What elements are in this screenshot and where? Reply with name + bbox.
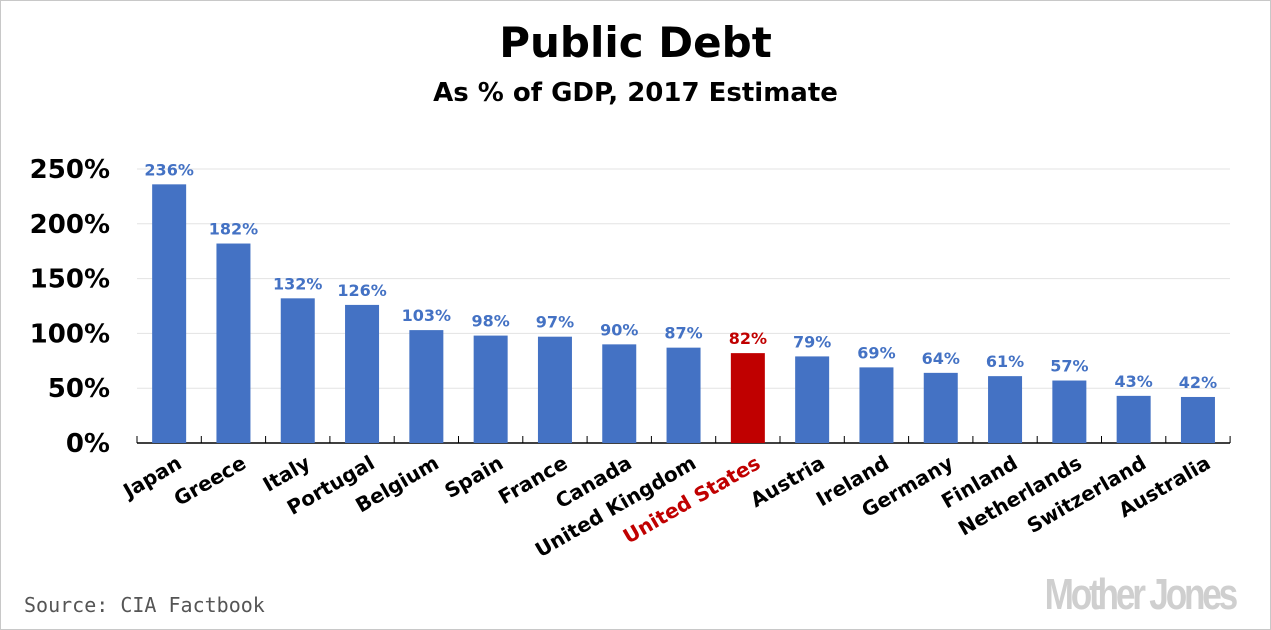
bar-germany: [923, 372, 958, 443]
data-label: 79%: [793, 332, 831, 351]
bar-belgium: [409, 330, 444, 443]
data-label: 90%: [600, 320, 638, 339]
bar-italy: [280, 298, 315, 443]
y-tick-label: 50%: [48, 374, 110, 404]
bar-canada: [602, 344, 637, 443]
data-label: 182%: [209, 220, 258, 239]
bar-ireland: [859, 367, 894, 443]
bar-united-states: [730, 353, 765, 443]
bar-greece: [216, 243, 251, 443]
bar-france: [537, 336, 572, 443]
data-label: 64%: [922, 349, 960, 368]
y-tick-label: 150%: [30, 265, 110, 295]
data-label: 98%: [472, 312, 510, 331]
chart-subtitle: As % of GDP, 2017 Estimate: [433, 78, 838, 108]
data-label: 43%: [1115, 372, 1153, 391]
x-tick-label: Greece: [170, 451, 250, 511]
bar-united-kingdom: [666, 347, 701, 443]
bar-spain: [473, 335, 508, 443]
data-label: 126%: [337, 281, 386, 300]
data-label: 69%: [857, 343, 895, 362]
data-label: 97%: [536, 313, 574, 332]
data-label: 57%: [1050, 357, 1088, 376]
data-label: 236%: [144, 160, 193, 179]
bar-japan: [152, 184, 187, 443]
data-label: 61%: [986, 352, 1024, 371]
bar-netherlands: [1052, 380, 1087, 443]
y-tick-label: 250%: [30, 155, 110, 185]
y-tick-label: 200%: [30, 210, 110, 240]
data-label: 82%: [729, 329, 767, 348]
bar-australia: [1180, 396, 1215, 443]
bar-finland: [988, 376, 1023, 443]
bar-switzerland: [1116, 395, 1151, 443]
bar-austria: [795, 356, 830, 443]
chart-title: Public Debt: [499, 18, 772, 67]
data-label: 132%: [273, 274, 322, 293]
data-label: 87%: [664, 324, 702, 343]
data-label: 103%: [402, 306, 451, 325]
bar-portugal: [345, 304, 380, 443]
x-tick-label: Austria: [746, 451, 828, 512]
source-note: Source: CIA Factbook: [24, 593, 265, 617]
data-label: 42%: [1179, 373, 1217, 392]
mother-jones-logo: Mother Jones: [1044, 570, 1239, 619]
y-tick-label: 0%: [66, 429, 110, 459]
y-tick-label: 100%: [30, 319, 110, 349]
